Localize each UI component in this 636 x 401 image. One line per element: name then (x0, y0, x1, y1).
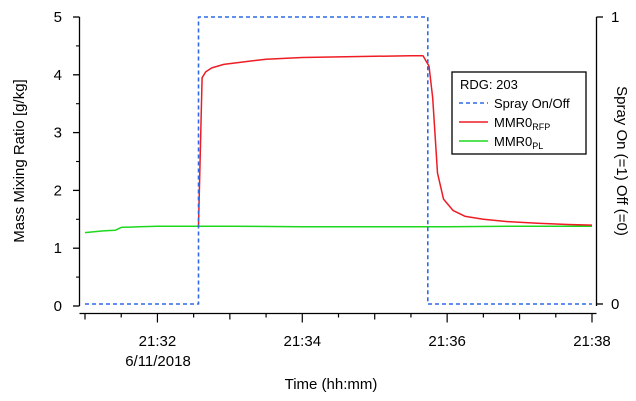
legend-label-spray: Spray On/Off (494, 96, 570, 111)
legend-label-mmr0-pl-sub: PL (532, 141, 543, 151)
x-tick-label: 21:36 (428, 333, 466, 350)
y-left-tick-label: 3 (54, 125, 62, 142)
y-left-tick-label: 4 (54, 67, 62, 84)
y-left-tick-label: 5 (54, 9, 62, 26)
series-line-spray-on-off (85, 16, 592, 305)
legend-label-mmr0-rfp-main: MMR0 (494, 115, 532, 130)
y-right-tick-label: 1 (611, 9, 619, 26)
legend: RDG: 203 Spray On/Off MMR0RFP MMR0PL (451, 71, 587, 155)
series-line-mmr0-rfp (197, 54, 593, 227)
y-axis-right-title: Spray On (=1) Off (=0) (613, 86, 630, 236)
x-axis-date-label: 6/11/2018 (125, 353, 191, 370)
x-tick-label: 21:38 (573, 333, 611, 350)
x-tick-label: 21:34 (284, 333, 322, 350)
series-layer (84, 16, 593, 305)
y-right-tick-label: 0 (611, 296, 619, 313)
y-left-tick-label: 2 (54, 182, 62, 199)
legend-label-mmr0-rfp: MMR0RFP (494, 115, 550, 132)
y-axis-left-title: Mass Mixing Ratio [g/kg] (11, 79, 28, 242)
x-axis-title: Time (hh:mm) (285, 376, 378, 393)
series-line-mmr0-pl (84, 225, 592, 234)
y-left-tick-label: 0 (54, 298, 62, 315)
legend-label-mmr0-pl-main: MMR0 (494, 134, 532, 149)
y-left-tick-label: 1 (54, 240, 62, 257)
tick-labels: 0 1 2 3 4 5 0 1 21:32 21:34 21:36 21:38 (54, 9, 620, 350)
legend-label-mmr0-pl: MMR0PL (494, 134, 543, 151)
ticks (73, 16, 603, 323)
axes (78, 17, 598, 315)
x-tick-label: 21:32 (139, 333, 177, 350)
legend-title: RDG: 203 (460, 77, 518, 92)
legend-label-mmr0-rfp-sub: RFP (532, 122, 550, 132)
